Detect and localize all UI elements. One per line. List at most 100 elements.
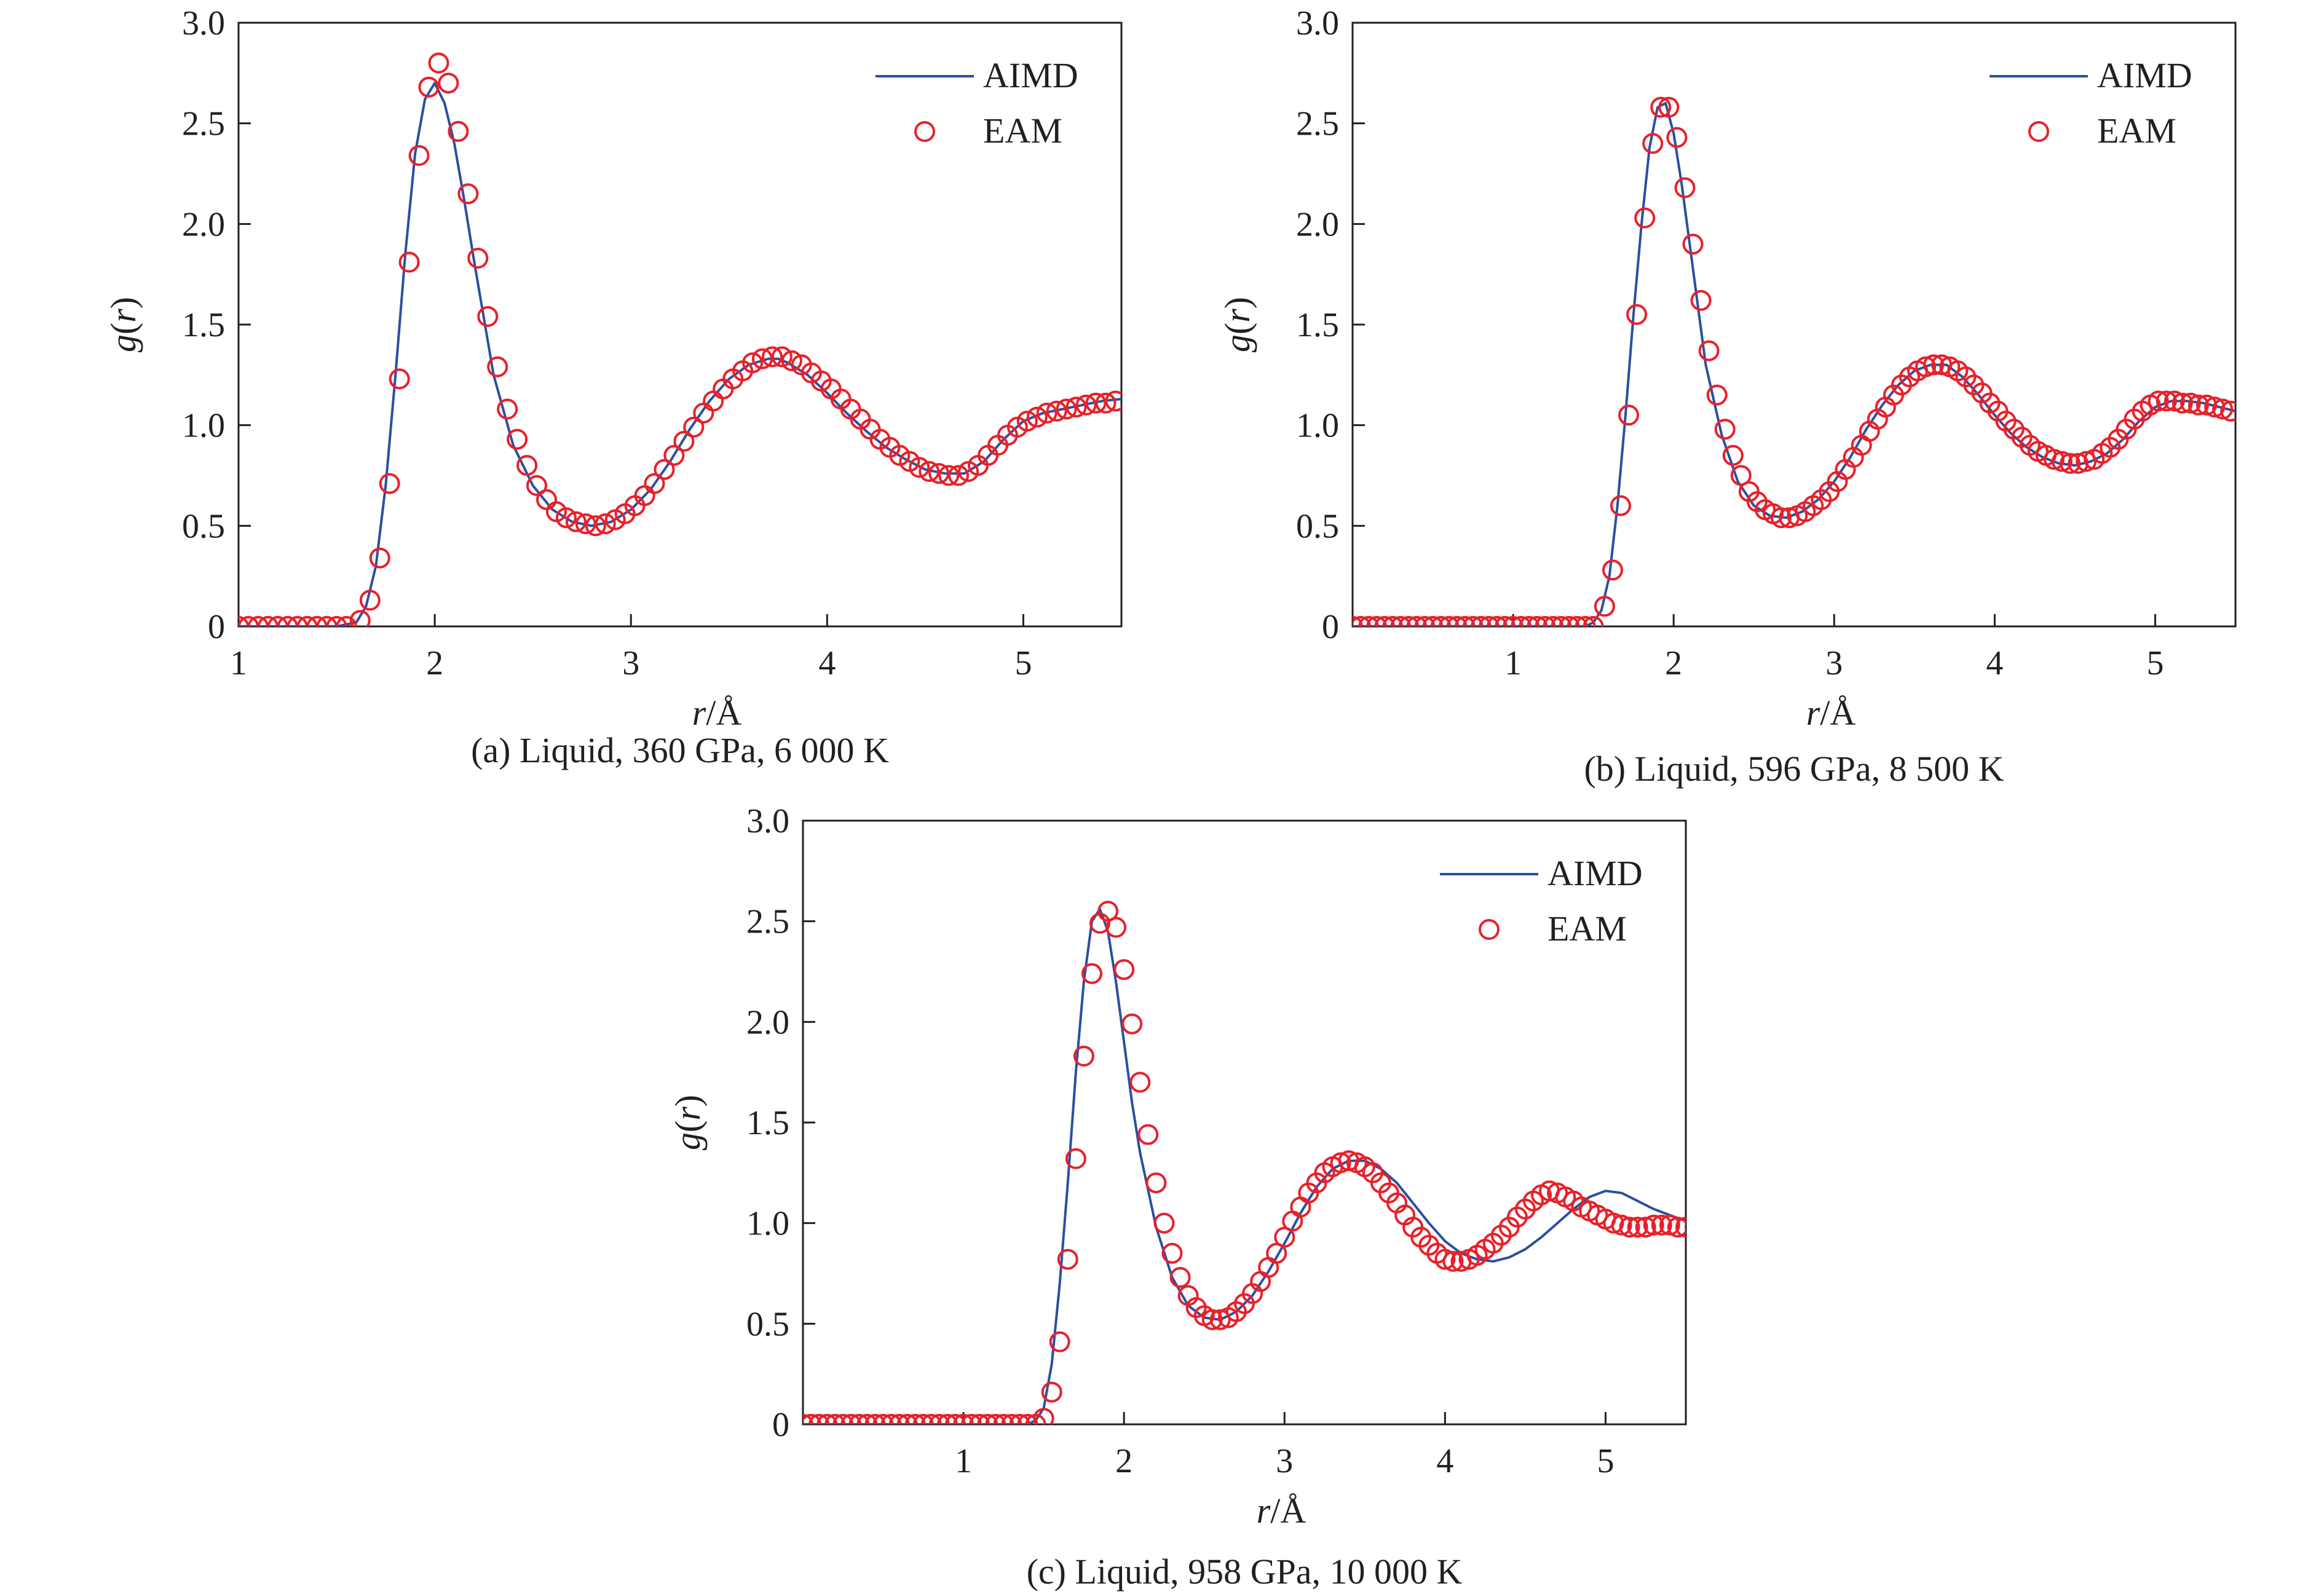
data-point-eam [1398,616,1420,626]
data-point-eam [277,616,298,626]
data-point-eam [2068,452,2089,474]
data-point-eam [1666,127,1688,148]
data-point-eam [316,616,338,626]
y-tick-label: 1.0 [1296,407,1339,445]
data-point-eam [1635,1217,1656,1238]
y-tick-label: 0.5 [746,1305,789,1343]
data-point-eam [1201,1309,1223,1330]
data-point-eam [536,489,557,510]
data-point-eam [467,248,489,269]
data-point-eam [1046,400,1067,422]
data-point-eam [1675,1217,1686,1238]
data-point-eam [1487,616,1508,626]
data-point-eam [937,1414,958,1424]
y-axis-label-part: ) [103,297,143,309]
data-point-eam [752,348,773,369]
data-point-eam [1730,465,1752,486]
x-tick-label: 1 [1504,644,1522,682]
data-point-eam [1667,1217,1686,1238]
data-point-eam [296,616,318,626]
legend-label-aimd: AIMD [2097,55,2192,95]
x-tick-label: 5 [2146,644,2164,682]
data-point-eam [713,378,734,400]
data-point-eam [1026,406,1048,428]
x-tick-label: 4 [1986,644,2003,682]
data-point-eam [1330,1152,1351,1174]
data-point-eam [1113,959,1135,980]
legend-marker-eam [914,121,935,142]
data-point-eam [1643,1214,1664,1236]
data-point-eam [1551,616,1572,626]
chart-panel-1: 1 2 3 4 500.51.01.52.02.53.0r/Åg(r)AIMDEAM(b… [1217,4,2237,789]
x-tick-label: 3 [622,644,639,682]
data-point-eam [1527,616,1548,626]
data-point-eam [1016,411,1038,432]
data-point-eam [1650,97,1672,118]
x-tick-label: 3 [1276,1442,1293,1480]
data-point-eam [1575,616,1596,626]
data-point-eam [1602,559,1623,581]
data-point-eam [985,1414,1006,1424]
data-point-eam [1430,616,1452,626]
data-point-eam [1056,398,1077,420]
data-point-eam [1543,616,1564,626]
x-tick-label: 2 [1665,644,1682,682]
data-point-eam [398,251,420,273]
y-tick-label: 2.5 [1296,105,1339,143]
data-point-eam [928,1414,950,1424]
data-point-eam [919,461,940,482]
data-point-eam [808,1414,830,1424]
data-point-eam [1462,616,1484,626]
data-point-eam [1915,356,1937,377]
series-line-aimd [239,82,1121,626]
data-point-eam [1041,1381,1062,1403]
data-point-eam [928,463,950,484]
y-axis-label-part: g [668,1132,708,1150]
data-point-eam [2220,400,2235,422]
data-point-eam [920,1414,942,1424]
data-point-eam [1698,340,1720,361]
data-point-eam [1353,616,1372,626]
data-point-eam [1085,392,1107,414]
y-tick-label: 0 [208,608,225,646]
y-tick-label: 2.5 [746,903,789,941]
x-tick-label: 5 [1014,644,1032,682]
legend-label-eam: EAM [2097,111,2176,151]
y-axis-label-part: r [1217,309,1257,323]
data-point-eam [1258,1257,1279,1278]
data-point-eam [555,507,577,529]
data-point-eam [1065,397,1087,418]
data-point-eam [1057,1249,1078,1270]
data-point-eam [1081,963,1102,984]
data-point-eam [257,616,279,626]
data-point-eam [497,398,518,420]
data-point-eam [816,1414,838,1424]
data-point-eam [1690,290,1712,311]
x-tick-label: 2 [426,644,443,682]
data-point-eam [977,1414,998,1424]
data-point-eam [1095,392,1117,414]
data-point-eam [1121,1013,1143,1035]
data-point-eam [762,346,783,368]
chart-panel-0: 1 2 3 4 500.51.01.52.02.53.0r/Åg(r)AIMDEAM(a… [103,4,1123,770]
data-point-eam [781,350,802,371]
data-point-eam [1358,616,1380,626]
data-point-eam [1049,1331,1070,1352]
y-tick-label: 3.0 [182,4,225,42]
data-point-eam [945,1414,966,1424]
data-point-eam [904,1414,926,1424]
data-point-eam [1674,177,1696,199]
data-point-eam [2188,394,2209,416]
data-point-eam [1610,495,1631,516]
series-line-aimd [1353,101,2235,626]
data-point-eam [948,465,970,486]
data-point-eam [654,459,675,480]
data-point-eam [2052,451,2073,472]
x-tick-label: 4 [818,644,836,682]
panel-caption: (b) Liquid, 596 GPa, 8 500 K [1584,749,2004,789]
y-axis-label-part: ) [1217,297,1257,309]
data-point-eam [938,465,960,486]
data-point-eam [1406,616,1428,626]
data-point-eam [803,1414,822,1424]
